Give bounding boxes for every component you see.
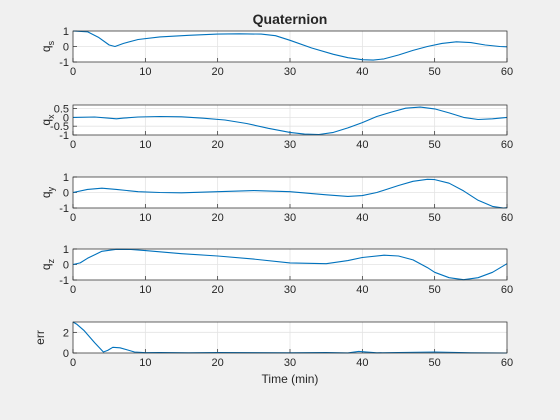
x-tick-label: 50 xyxy=(429,357,441,369)
x-tick-label: 50 xyxy=(429,66,441,78)
y-tick-label: 1 xyxy=(63,26,69,38)
x-tick-label: 60 xyxy=(501,139,513,151)
x-tick-label: 20 xyxy=(212,284,224,296)
y-tick-label: -1 xyxy=(59,57,69,69)
subplot-2: 0 10 20 30 40 50 60-1-0.500.5qx xyxy=(39,104,513,151)
y-axis-label-main: q xyxy=(39,263,53,270)
x-tick-label: 40 xyxy=(356,357,368,369)
series-line xyxy=(72,248,508,281)
y-tick-label: -1 xyxy=(59,203,69,215)
y-axis-label-subscript: x xyxy=(46,114,56,119)
x-tick-label: 60 xyxy=(501,284,513,296)
y-tick-label: 0 xyxy=(63,348,69,360)
series-line xyxy=(72,178,508,209)
x-tick-label: 30 xyxy=(284,284,296,296)
x-tick-label: 10 xyxy=(139,66,151,78)
y-tick-label: 0 xyxy=(63,112,69,124)
x-tick-label: 20 xyxy=(212,212,224,224)
y-axis-label: qz xyxy=(39,258,56,270)
y-axis-label-subscript: z xyxy=(46,258,56,263)
subplot-5: 0 10 20 30 40 50 60 0 2 err Time (min) xyxy=(33,321,513,386)
x-tick-label: 60 xyxy=(501,357,513,369)
x-tick-label: 0 xyxy=(70,139,76,151)
y-tick-label: 0.5 xyxy=(54,104,69,116)
y-tick-label: 1 xyxy=(63,172,69,184)
y-axis-label: err xyxy=(33,330,47,345)
y-tick-label: 0 xyxy=(63,260,69,272)
x-tick-label: 10 xyxy=(139,139,151,151)
axes-frame xyxy=(72,321,508,354)
x-tick-label: 10 xyxy=(139,284,151,296)
x-tick-label: 30 xyxy=(284,66,296,78)
x-tick-label: 50 xyxy=(429,284,441,296)
y-tick-label: -0.5 xyxy=(50,121,69,133)
x-tick-label: 40 xyxy=(356,212,368,224)
x-tick-label: 40 xyxy=(356,139,368,151)
x-tick-label: 60 xyxy=(501,212,513,224)
series-line xyxy=(72,106,508,136)
y-axis-label-subscript: y xyxy=(46,186,56,191)
y-axis-label-main: err xyxy=(33,330,47,345)
x-tick-label: 60 xyxy=(501,66,513,78)
y-axis-label: qx xyxy=(39,114,56,126)
y-tick-label: 1 xyxy=(63,244,69,256)
chart-title: Quaternion xyxy=(253,11,328,27)
x-tick-label: 0 xyxy=(70,66,76,78)
x-tick-label: 10 xyxy=(139,357,151,369)
x-tick-label: 30 xyxy=(284,357,296,369)
y-tick-label: 0 xyxy=(63,42,69,54)
x-tick-label: 40 xyxy=(356,66,368,78)
series-line xyxy=(72,30,508,61)
x-tick-label: 20 xyxy=(212,357,224,369)
x-tick-label: 20 xyxy=(212,66,224,78)
axes-frame xyxy=(72,176,508,209)
x-tick-label: 50 xyxy=(429,212,441,224)
y-axis-label-main: q xyxy=(39,191,53,198)
y-tick-label: -1 xyxy=(59,275,69,287)
axes-frame xyxy=(72,248,508,281)
x-tick-label: 0 xyxy=(70,284,76,296)
y-axis-label: qs xyxy=(39,40,56,52)
x-axis-label: Time (min) xyxy=(262,372,319,386)
y-axis-label-main: q xyxy=(39,45,53,52)
x-tick-label: 20 xyxy=(212,139,224,151)
x-tick-label: 50 xyxy=(429,139,441,151)
y-axis-label-main: q xyxy=(39,119,53,126)
x-tick-label: 10 xyxy=(139,212,151,224)
y-axis-label: qy xyxy=(39,186,56,198)
axes-frame xyxy=(72,104,508,136)
x-tick-label: 40 xyxy=(356,284,368,296)
y-tick-label: 0 xyxy=(63,188,69,200)
y-tick-label: 2 xyxy=(63,327,69,339)
axes-frame xyxy=(72,30,508,63)
y-tick-label: -1 xyxy=(59,130,69,142)
x-tick-label: 0 xyxy=(70,212,76,224)
x-tick-label: 30 xyxy=(284,212,296,224)
x-tick-label: 0 xyxy=(70,357,76,369)
y-axis-label-subscript: s xyxy=(46,40,56,45)
x-tick-label: 30 xyxy=(284,139,296,151)
